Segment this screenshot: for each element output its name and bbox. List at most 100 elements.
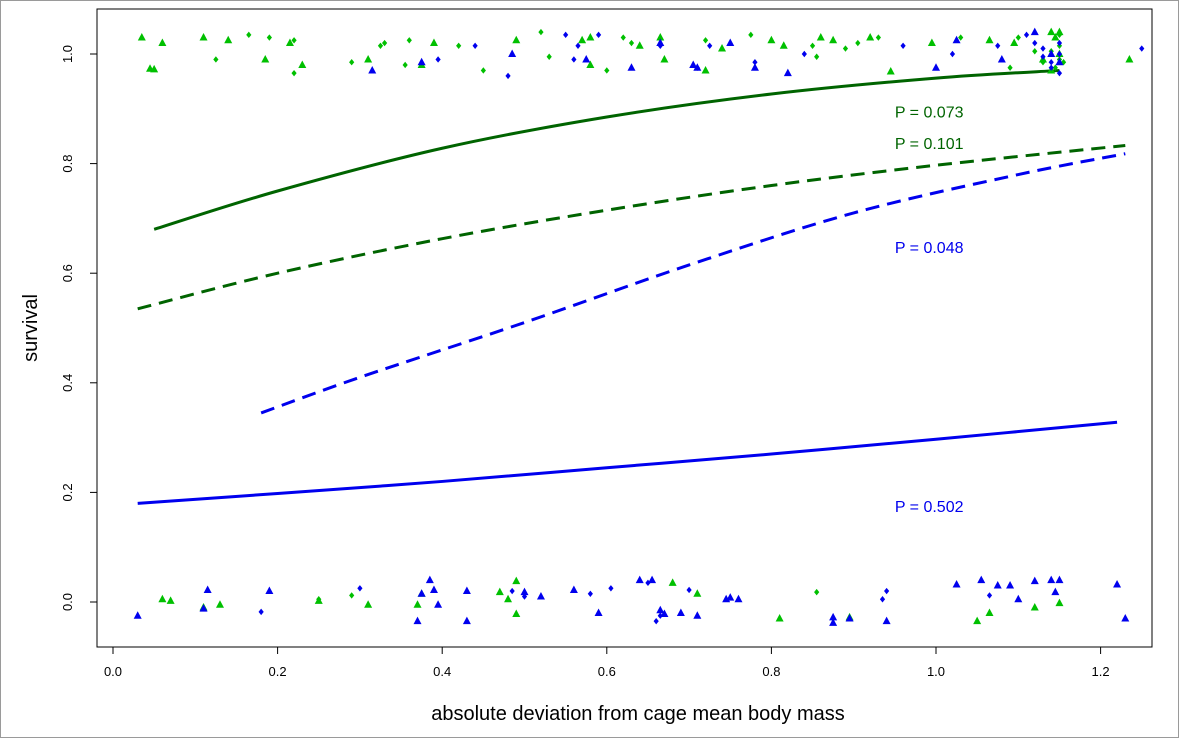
fit-curve-4 — [137, 420, 1118, 505]
y-tick-label: 0.6 — [60, 264, 75, 282]
data-point — [368, 65, 377, 74]
data-point — [456, 42, 462, 49]
data-point — [1032, 48, 1038, 55]
data-point — [1125, 54, 1134, 63]
data-point — [150, 64, 159, 73]
y-tick-label: 0.0 — [60, 593, 75, 611]
data-point — [814, 588, 820, 596]
data-point — [829, 612, 838, 621]
data-point — [952, 35, 961, 44]
data-point — [246, 31, 252, 39]
data-point — [1121, 613, 1130, 622]
data-point — [495, 587, 504, 596]
data-point — [575, 42, 581, 49]
data-point — [417, 589, 426, 597]
data-point — [1040, 53, 1046, 60]
data-point — [1030, 576, 1039, 585]
data-point — [1047, 575, 1056, 584]
data-point — [512, 609, 521, 618]
data-point — [952, 579, 961, 588]
data-point — [676, 608, 685, 616]
data-point — [656, 38, 665, 47]
data-point — [783, 68, 792, 77]
data-point — [767, 35, 776, 44]
data-point — [1051, 587, 1060, 596]
data-point — [1047, 49, 1056, 57]
y-tick-label: 1.0 — [60, 45, 75, 63]
data-point — [809, 42, 816, 49]
data-point — [1056, 39, 1063, 47]
data-point — [265, 586, 274, 595]
data-point — [635, 41, 644, 49]
data-point — [266, 34, 272, 41]
data-point — [997, 54, 1006, 63]
data-point — [563, 31, 569, 39]
data-point — [932, 63, 940, 71]
data-point — [779, 41, 788, 49]
data-point — [689, 60, 698, 68]
data-point — [472, 42, 478, 49]
data-point — [973, 616, 982, 625]
data-point — [653, 617, 659, 625]
data-point — [726, 593, 735, 601]
data-point — [349, 592, 355, 599]
data-point — [1113, 579, 1122, 588]
data-point — [538, 28, 544, 36]
data-point — [582, 54, 591, 63]
data-point — [158, 38, 167, 47]
data-point — [357, 585, 363, 592]
data-point — [1015, 34, 1021, 41]
data-point — [402, 61, 408, 69]
data-point — [425, 575, 434, 584]
data-point — [546, 53, 552, 60]
data-point — [845, 613, 854, 622]
data-point — [648, 575, 657, 584]
data-point — [993, 581, 1002, 589]
x-tick-label: 0.6 — [598, 664, 616, 679]
data-point — [1055, 598, 1064, 607]
data-point — [1023, 31, 1030, 39]
fit-curve-1 — [153, 68, 1060, 231]
y-tick-label: 0.8 — [60, 155, 75, 173]
data-point — [417, 57, 426, 66]
data-point — [261, 54, 270, 63]
y-tick-label: 0.4 — [60, 374, 75, 392]
data-point — [620, 34, 626, 41]
x-tick-label: 0.4 — [433, 664, 451, 679]
data-point — [1055, 575, 1064, 584]
data-point — [1047, 27, 1056, 36]
data-point — [571, 56, 577, 63]
data-point — [748, 31, 754, 39]
fit-curve-3 — [260, 152, 1126, 415]
x-tick-label: 0.0 — [104, 664, 122, 679]
data-point — [1055, 57, 1064, 66]
data-point — [1052, 64, 1058, 71]
data-point — [1048, 64, 1054, 71]
p-value-label: P = 0.048 — [895, 240, 964, 257]
data-point — [133, 611, 142, 619]
data-point — [927, 38, 936, 47]
data-point — [594, 608, 603, 616]
y-axis-title: survival — [20, 294, 42, 362]
data-point — [886, 67, 895, 75]
data-point — [656, 33, 665, 41]
data-point — [900, 42, 906, 49]
x-tick-label: 0.8 — [762, 664, 780, 679]
x-tick-label: 0.2 — [269, 664, 287, 679]
data-point — [413, 600, 422, 608]
data-point — [429, 38, 438, 47]
data-point — [258, 608, 264, 616]
points-layer — [133, 27, 1145, 626]
annotations-layer: P = 0.073 P = 0.101 P = 0.048 P = 0.502 — [895, 105, 964, 517]
data-point — [429, 585, 438, 593]
x-tick-label: 1.2 — [1092, 664, 1110, 679]
data-point — [512, 35, 521, 44]
data-point — [1056, 31, 1063, 39]
x-tick-label: 1.0 — [927, 664, 945, 679]
data-point — [1032, 39, 1038, 47]
data-point — [635, 575, 644, 584]
data-point — [693, 611, 702, 619]
x-axis: 0.0 0.2 0.4 0.6 0.8 1.0 1.2 — [104, 646, 1110, 679]
data-point — [520, 587, 529, 596]
